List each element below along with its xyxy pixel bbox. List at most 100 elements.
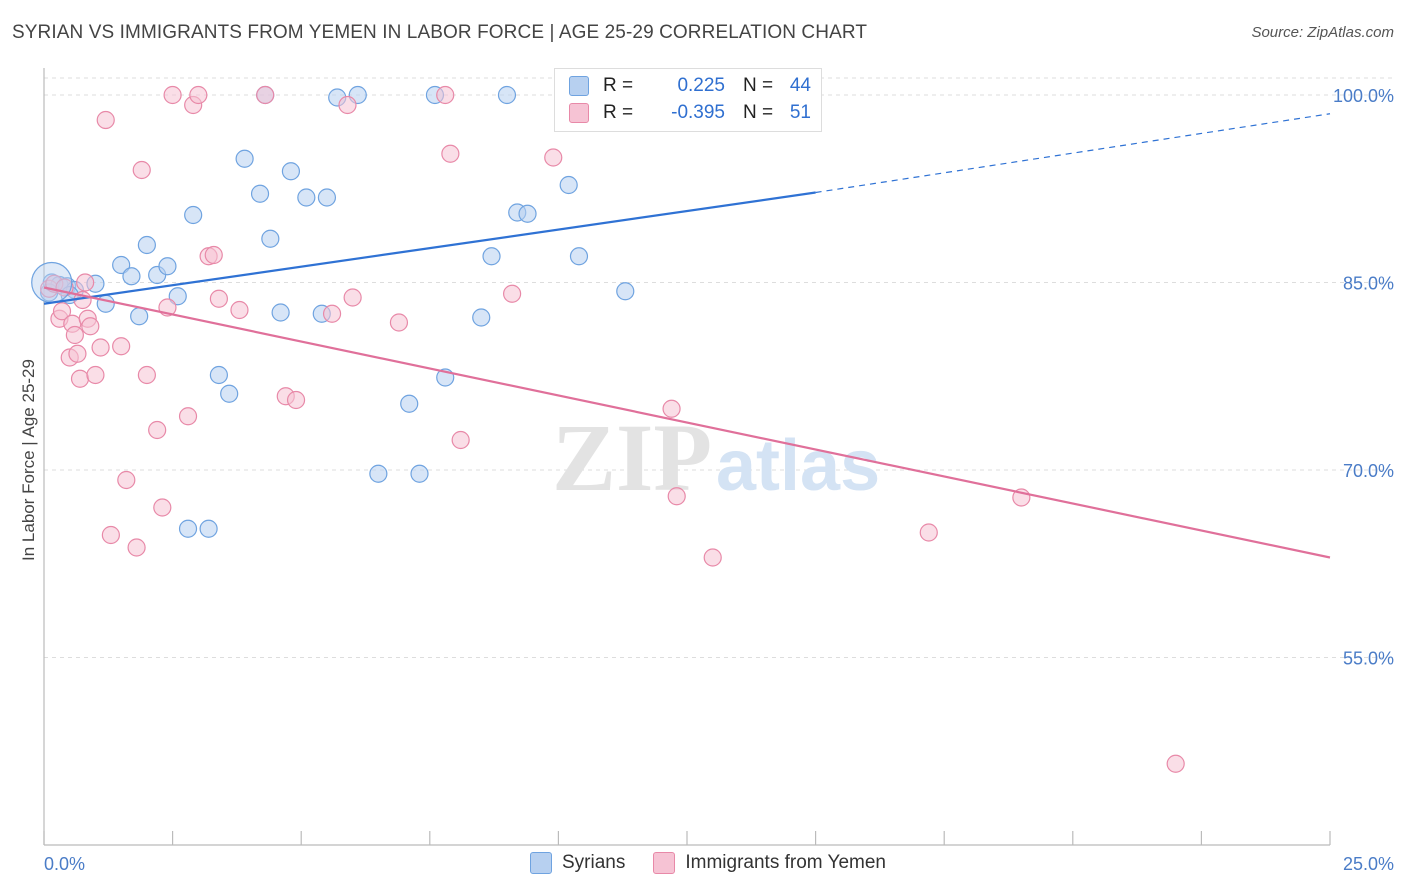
yemen-point [101, 525, 120, 545]
yemen-point [91, 338, 110, 357]
syrians-trend-extension [815, 113, 1331, 194]
legend-swatch-syrians [530, 852, 552, 874]
syrians-point [410, 464, 429, 483]
syrians-point [209, 365, 228, 385]
legend-row-syrians: R = 0.225 N = 44 [569, 73, 811, 99]
yemen-point [204, 245, 223, 265]
yemen-point [52, 302, 72, 321]
syrians-point [122, 267, 141, 286]
watermark-atlas: atlas [716, 426, 880, 506]
yemen-point [662, 399, 681, 418]
yemen-point [389, 313, 409, 332]
syrians-point [220, 384, 239, 403]
series-legend: Syrians Immigrants from Yemen [530, 852, 914, 874]
legend-item-syrians[interactable]: Syrians [530, 852, 625, 874]
legend-item-yemen[interactable]: Immigrants from Yemen [653, 852, 886, 874]
yemen-point [163, 85, 182, 105]
syrians-point [199, 519, 218, 538]
legend-label-syrians: Syrians [562, 852, 626, 873]
trend-lines [43, 113, 1331, 559]
syrians-point [317, 188, 337, 207]
y-tick-label: 70.0% [1343, 461, 1394, 481]
syrians-point [178, 519, 198, 538]
yemen-point [230, 300, 249, 320]
yemen-point [256, 85, 275, 105]
tick-labels: 55.0% 70.0% 85.0% 100.0% 0.0% 25.0% [44, 86, 1394, 874]
data-points [31, 85, 1185, 773]
yemen-point [137, 365, 156, 385]
legend-n-value: 51 [789, 102, 811, 123]
syrians-point [400, 394, 419, 413]
watermark: ZIP atlas [552, 404, 880, 511]
yemen-point [322, 304, 342, 323]
syrians-point [559, 175, 578, 195]
syrians-cluster-point [31, 261, 73, 304]
yemen-point [132, 160, 151, 180]
syrians-point [369, 464, 388, 483]
syrians-point [616, 282, 635, 301]
syrians-point [112, 255, 131, 275]
legend-r-label: R = [603, 102, 634, 123]
legend-r-value: -0.395 [671, 102, 725, 123]
syrians-point [158, 257, 177, 276]
yemen-point [112, 337, 131, 356]
x-tick-label: 25.0% [1343, 854, 1394, 874]
yemen-point [703, 548, 722, 567]
axes [43, 68, 1331, 846]
yemen-point [286, 390, 306, 410]
syrians-point [569, 247, 589, 266]
yemen-point [65, 325, 84, 345]
chart-title: SYRIAN VS IMMIGRANTS FROM YEMEN IN LABOR… [12, 22, 868, 43]
yemen-point [441, 144, 460, 163]
yemen-point [667, 487, 686, 506]
yemen-point [343, 288, 362, 307]
legend-swatch-pink [569, 103, 589, 123]
legend-n-value: 44 [789, 75, 811, 96]
legend-row-yemen: R = -0.395 N = 51 [569, 100, 811, 126]
syrians-point [297, 188, 316, 207]
syrians-trend-line [43, 191, 816, 305]
syrians-point [235, 149, 254, 168]
syrians-point [497, 85, 517, 105]
yemen-point [1166, 754, 1185, 773]
syrians-point [168, 287, 187, 306]
x-tick-label: 0.0% [44, 854, 85, 874]
yemen-point [209, 289, 228, 308]
legend-label-yemen: Immigrants from Yemen [685, 852, 886, 873]
yemen-point [503, 284, 522, 303]
source-label: Source: ZipAtlas.com [1251, 24, 1394, 41]
syrians-point [137, 235, 156, 255]
yemen-point [96, 110, 115, 130]
syrians-point [184, 205, 203, 225]
y-tick-label: 100.0% [1333, 86, 1394, 106]
syrians-point [261, 229, 280, 248]
legend-n-label: N = [743, 102, 774, 123]
y-tick-label: 55.0% [1343, 649, 1394, 669]
syrians-point [96, 294, 115, 313]
yemen-point [81, 317, 100, 336]
yemen-point [544, 148, 563, 167]
legend-r-label: R = [603, 75, 634, 96]
yemen-point [127, 538, 146, 557]
syrians-point [472, 308, 491, 327]
yemen-point [338, 95, 357, 115]
syrians-point [281, 162, 301, 181]
yemen-point [451, 430, 470, 450]
legend-n-label: N = [743, 75, 774, 96]
yemen-point [919, 523, 938, 542]
yemen-point [76, 273, 95, 292]
yemen-point [117, 470, 136, 490]
yemen-point [68, 344, 87, 363]
syrians-point [518, 204, 537, 223]
syrians-point [130, 307, 149, 326]
syrians-point [250, 184, 270, 203]
y-tick-label: 85.0% [1343, 274, 1394, 294]
syrians-point [482, 247, 501, 266]
y-axis-label: In Labor Force | Age 25-29 [19, 359, 38, 561]
yemen-point [189, 85, 208, 105]
yemen-point [86, 365, 105, 385]
legend-r-value: 0.225 [677, 75, 725, 96]
syrians-point [271, 303, 290, 322]
correlation-legend: R = 0.225 N = 44 R = -0.395 N = 51 [554, 68, 822, 132]
